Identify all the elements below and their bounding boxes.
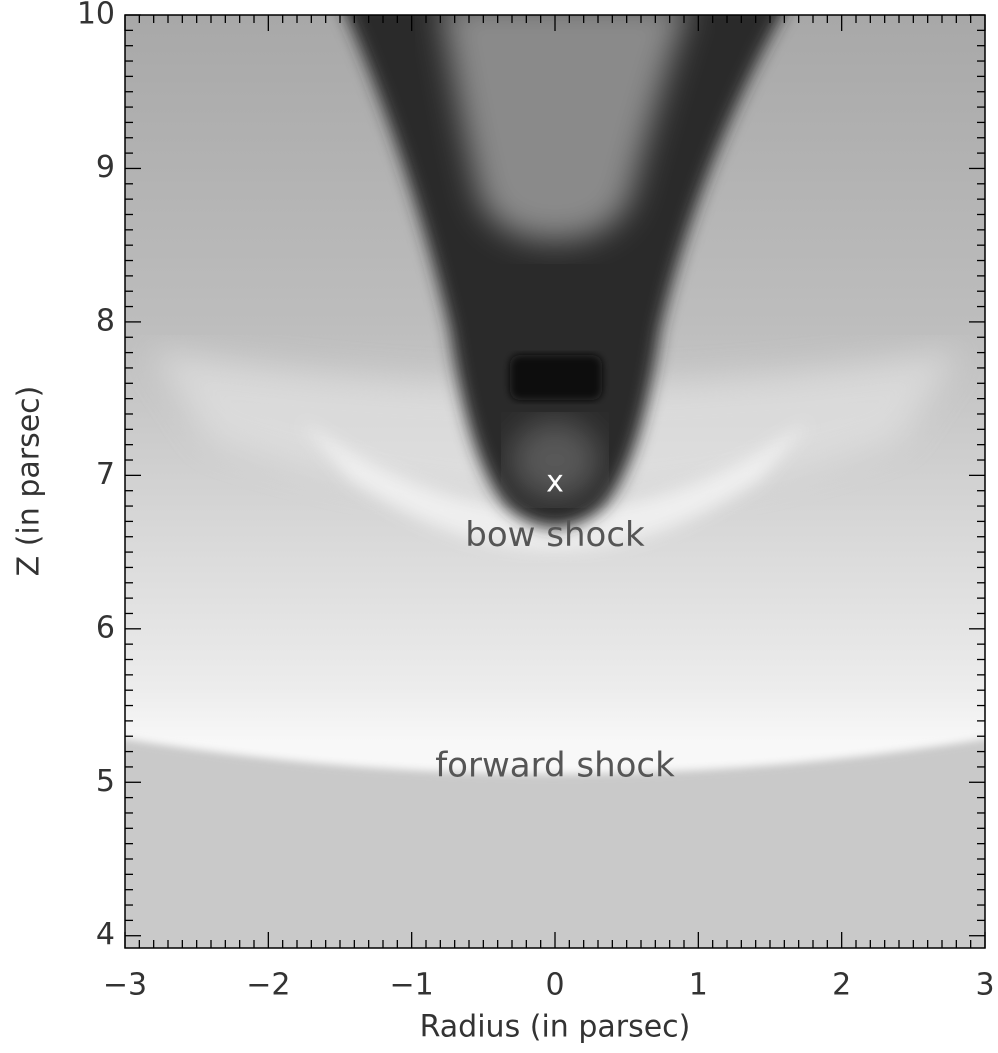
y-tick-label: 6 — [96, 610, 115, 645]
y-tick-label: 10 — [77, 0, 115, 32]
x-axis-label: Radius (in parsec) — [420, 1010, 691, 1045]
y-axis-label: Z (in parsec) — [12, 386, 47, 577]
y-tick-label: 4 — [96, 917, 115, 952]
x-tick-label: 2 — [832, 968, 851, 1003]
x-tick-label: −1 — [390, 968, 434, 1003]
x-tick-label: −2 — [246, 968, 290, 1003]
x-tick-label: 1 — [689, 968, 708, 1003]
density-image — [125, 15, 985, 948]
y-tick-label: 9 — [96, 150, 115, 185]
x-tick-label: −3 — [103, 968, 147, 1003]
x-tick-label: 3 — [975, 968, 994, 1003]
y-tick-label: 7 — [96, 457, 115, 492]
annotation: bow shock — [465, 515, 645, 555]
y-tick-label: 8 — [96, 303, 115, 338]
x-tick-label: 0 — [545, 968, 564, 1003]
annotation: forward shock — [435, 745, 675, 785]
y-tick-label: 5 — [96, 764, 115, 799]
annotation: x — [546, 465, 564, 500]
